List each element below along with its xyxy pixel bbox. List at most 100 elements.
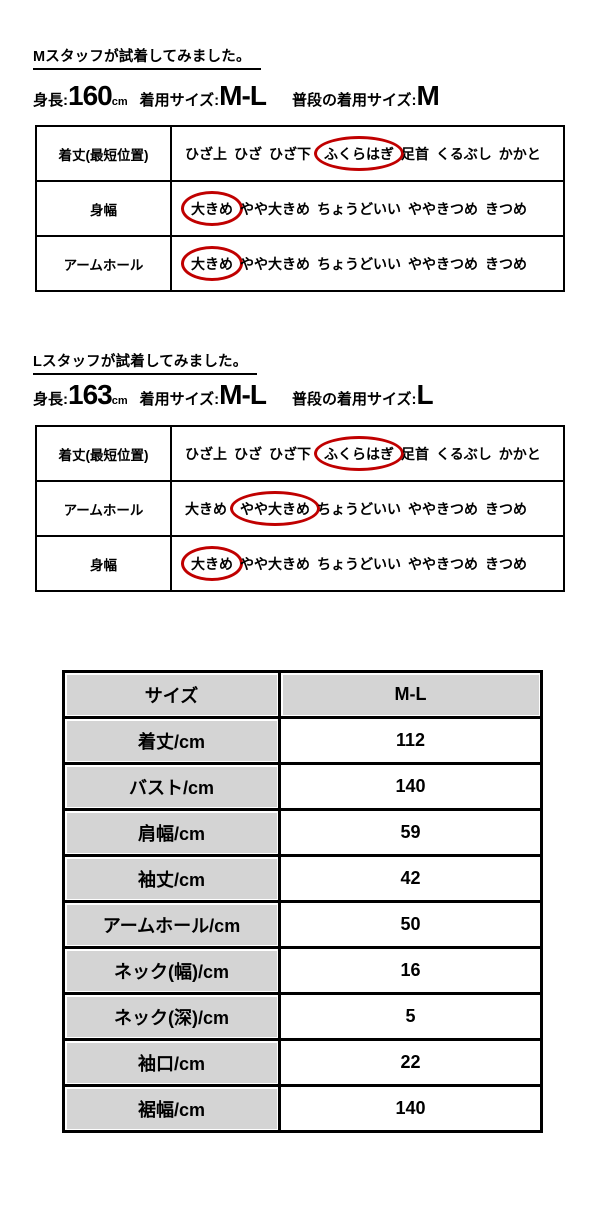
fit-row-options: ひざ上 ひざ ひざ下 ふくらはぎ 足首 くるぶし かかと: [170, 125, 565, 182]
size-row-label: 裾幅/cm: [62, 1084, 281, 1133]
fit-table-row: アームホール 大きめ やや大きめ ちょうどいい ややきつめ きつめ: [35, 235, 565, 292]
fit-option: ひざ下: [269, 145, 311, 162]
fit-option: ちょうどいい: [317, 555, 401, 572]
size-row-value: 5: [278, 992, 543, 1041]
fit-option: きつめ: [485, 555, 527, 572]
fit-table-m: 着丈(最短位置) ひざ上 ひざ ひざ下 ふくらはぎ 足首 くるぶし かかと 身幅 大きめ やや…: [35, 125, 565, 292]
worn-size-value: M-L: [219, 80, 267, 111]
fit-row-options: 大きめ やや大きめ ちょうどいい ややきつめ きつめ: [170, 535, 565, 592]
fit-option: ひざ: [234, 445, 262, 462]
fit-option-circled: 大きめ: [181, 245, 243, 281]
fit-row-options: 大きめ やや大きめ ちょうどいい ややきつめ きつめ: [170, 480, 565, 537]
fit-option: 大きめ: [185, 500, 227, 517]
size-row-label: 袖口/cm: [62, 1038, 281, 1087]
size-table-row: 袖丈/cm 42: [62, 854, 543, 903]
size-row-value: 140: [278, 1084, 543, 1133]
fit-option-circled: ふくらはぎ: [314, 135, 404, 171]
size-table-row: 袖口/cm 22: [62, 1038, 543, 1087]
fit-option: ひざ上: [185, 445, 227, 462]
fit-option: ちょうどいい: [317, 500, 401, 517]
size-row-value: 50: [278, 900, 543, 949]
fit-option: かかと: [498, 445, 541, 462]
size-table-row: アームホール/cm 50: [62, 900, 543, 949]
fit-stats-l: 身長:163cm 着用サイズ:M-L 普段の着用サイズ:L: [33, 379, 434, 411]
size-header-label: サイズ: [62, 670, 281, 719]
usual-size-label: 普段の着用サイズ:: [291, 391, 417, 408]
usual-size-value: M: [416, 80, 439, 111]
size-table-header-row: サイズ M-L: [62, 670, 543, 719]
worn-size-value: M-L: [219, 379, 267, 410]
size-row-label: 着丈/cm: [62, 716, 281, 765]
fit-option-circled: 大きめ: [181, 190, 243, 226]
fit-option: ちょうどいい: [317, 255, 401, 272]
size-table-row: バスト/cm 140: [62, 762, 543, 811]
fit-option: 足首: [401, 445, 429, 462]
fit-option: 足首: [401, 145, 429, 162]
fit-heading-m: Mスタッフが試着してみました。: [33, 45, 261, 70]
height-value: 160: [68, 80, 113, 111]
size-row-label: 肩幅/cm: [62, 808, 281, 857]
fit-option: ひざ: [234, 145, 262, 162]
size-row-value: 16: [278, 946, 543, 995]
height-value: 163: [68, 379, 113, 410]
fit-option: ややきつめ: [408, 200, 478, 217]
fit-option: かかと: [498, 145, 541, 162]
fit-row-label: 着丈(最短位置): [35, 125, 172, 182]
size-table-row: 肩幅/cm 59: [62, 808, 543, 857]
worn-size-label: 着用サイズ:: [139, 391, 220, 408]
size-table-row: ネック(深)/cm 5: [62, 992, 543, 1041]
fit-table-row: アームホール 大きめ やや大きめ ちょうどいい ややきつめ きつめ: [35, 480, 565, 537]
fit-option: やや大きめ: [240, 200, 310, 217]
size-row-value: 140: [278, 762, 543, 811]
fit-table-row: 着丈(最短位置) ひざ上 ひざ ひざ下 ふくらはぎ 足首 くるぶし かかと: [35, 425, 565, 482]
fit-row-label: アームホール: [35, 480, 172, 537]
size-row-value: 112: [278, 716, 543, 765]
fit-table-row: 着丈(最短位置) ひざ上 ひざ ひざ下 ふくらはぎ 足首 くるぶし かかと: [35, 125, 565, 182]
fit-table-l: 着丈(最短位置) ひざ上 ひざ ひざ下 ふくらはぎ 足首 くるぶし かかと アームホール 大…: [35, 425, 565, 592]
fit-stats-m: 身長:160cm 着用サイズ:M-L 普段の着用サイズ:M: [33, 80, 440, 112]
size-table-row: 着丈/cm 112: [62, 716, 543, 765]
fit-option: ややきつめ: [408, 555, 478, 572]
fit-row-options: 大きめ やや大きめ ちょうどいい ややきつめ きつめ: [170, 180, 565, 237]
size-table-row: 裾幅/cm 140: [62, 1084, 543, 1133]
fit-option: きつめ: [485, 500, 527, 517]
fit-row-label: 身幅: [35, 180, 172, 237]
size-row-value: 42: [278, 854, 543, 903]
fit-row-label: 着丈(最短位置): [35, 425, 172, 482]
size-header-value: M-L: [278, 670, 543, 719]
worn-size-label: 着用サイズ:: [139, 92, 220, 109]
fit-table-row: 身幅 大きめ やや大きめ ちょうどいい ややきつめ きつめ: [35, 180, 565, 237]
fit-row-label: アームホール: [35, 235, 172, 292]
fit-option: きつめ: [485, 255, 527, 272]
size-row-value: 22: [278, 1038, 543, 1087]
height-unit: cm: [111, 96, 128, 108]
fit-heading-l: Lスタッフが試着してみました。: [33, 350, 258, 375]
height-label: 身長:: [33, 92, 68, 109]
fit-option: ひざ下: [269, 445, 311, 462]
size-row-label: アームホール/cm: [62, 900, 281, 949]
fit-option: やや大きめ: [240, 255, 310, 272]
fit-option: くるぶし: [436, 145, 492, 162]
size-row-label: ネック(深)/cm: [62, 992, 281, 1041]
height-unit: cm: [111, 395, 128, 407]
size-row-value: 59: [278, 808, 543, 857]
fit-option: ややきつめ: [408, 500, 478, 517]
usual-size-value: L: [416, 379, 433, 410]
size-row-label: ネック(幅)/cm: [62, 946, 281, 995]
fit-option: ひざ上: [185, 145, 227, 162]
fit-option: くるぶし: [436, 445, 492, 462]
fit-option: ややきつめ: [408, 255, 478, 272]
fit-option: ちょうどいい: [317, 200, 401, 217]
size-table-row: ネック(幅)/cm 16: [62, 946, 543, 995]
fit-option-circled: 大きめ: [181, 545, 243, 581]
usual-size-label: 普段の着用サイズ:: [291, 92, 417, 109]
fit-option-circled: ふくらはぎ: [314, 435, 404, 471]
fit-option: やや大きめ: [240, 555, 310, 572]
fit-option: きつめ: [485, 200, 527, 217]
size-spec-table: サイズ M-L 着丈/cm 112 バスト/cm 140 肩幅/cm 59 袖丈…: [62, 670, 543, 1133]
size-row-label: バスト/cm: [62, 762, 281, 811]
size-row-label: 袖丈/cm: [62, 854, 281, 903]
fit-row-label: 身幅: [35, 535, 172, 592]
height-label: 身長:: [33, 391, 68, 408]
